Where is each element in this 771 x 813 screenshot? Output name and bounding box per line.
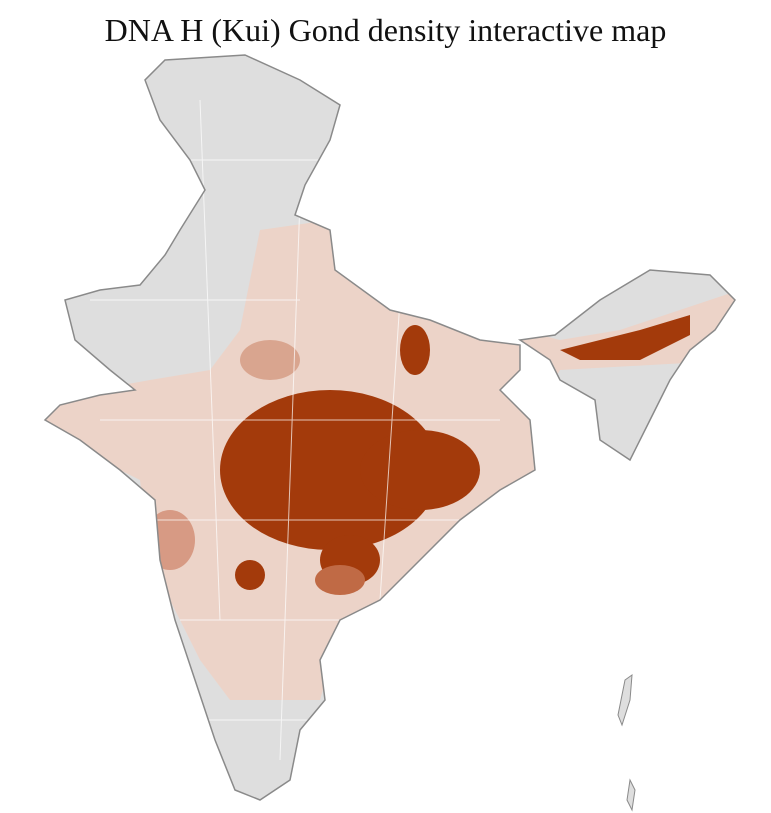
country-border [43, 54, 536, 801]
high-density-area [360, 430, 480, 510]
medium-density-area [240, 340, 300, 380]
medium-density-area [315, 565, 365, 595]
high-density-area [400, 325, 430, 375]
high-density-area [235, 560, 265, 590]
islands [617, 673, 636, 812]
high-density-area [560, 315, 690, 360]
medium-density-area [145, 510, 195, 570]
high-density-area [220, 390, 440, 550]
district-borders [60, 99, 520, 761]
map-title: DNA H (Kui) Gond density interactive map [104, 12, 667, 48]
country-border [517, 269, 736, 462]
